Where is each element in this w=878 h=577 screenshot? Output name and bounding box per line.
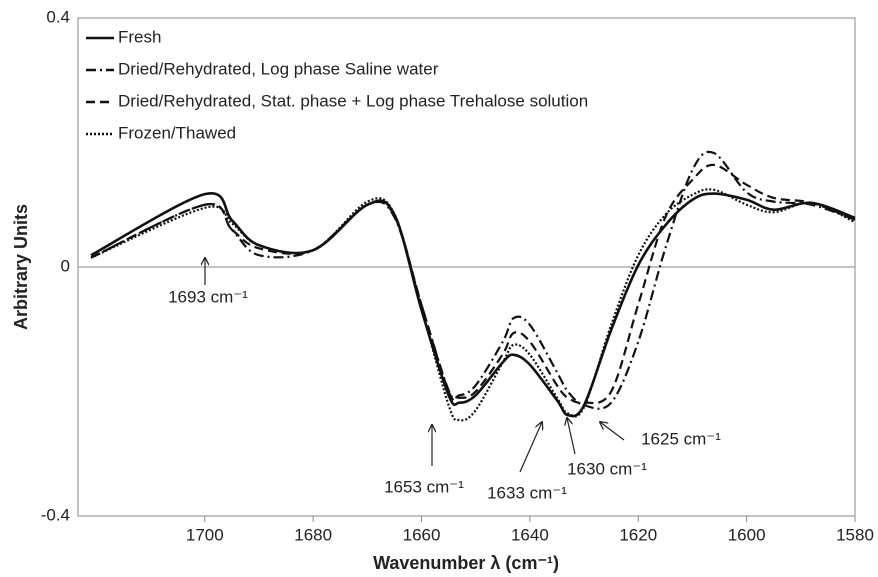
- y-tick-label: 0.4: [46, 7, 70, 26]
- y-axis-title: Arbitrary Units: [11, 204, 31, 330]
- annotation: 1630 cm⁻¹: [567, 459, 647, 478]
- x-tick-label: 1660: [403, 525, 441, 544]
- annotation-arrow: [519, 422, 542, 473]
- annotation: 1653 cm⁻¹: [384, 477, 464, 496]
- y-tick-label: -0.4: [41, 505, 70, 524]
- x-axis-title: Wavenumber λ (cm⁻¹): [373, 553, 559, 573]
- legend-label: Dried/Rehydrated, Stat. phase + Log phas…: [118, 91, 588, 110]
- x-tick-label: 1680: [294, 525, 332, 544]
- annotation: 1625 cm⁻¹: [641, 429, 721, 448]
- annotation-arrow: [567, 418, 576, 455]
- legend-label: Frozen/Thawed: [118, 123, 236, 142]
- x-tick-label: 1600: [728, 525, 766, 544]
- series-line: [90, 163, 856, 405]
- x-tick-label: 1640: [511, 525, 549, 544]
- x-tick-label: 1700: [186, 525, 224, 544]
- series-line: [90, 188, 856, 422]
- annotation: 1693 cm⁻¹: [168, 287, 248, 306]
- x-tick-label: 1580: [836, 525, 874, 544]
- series-line: [90, 150, 856, 410]
- x-tick-label: 1620: [619, 525, 657, 544]
- legend-label: Fresh: [118, 27, 161, 46]
- annotation: 1633 cm⁻¹: [487, 483, 567, 502]
- annotation-arrow: [600, 422, 625, 441]
- legend-label: Dried/Rehydrated, Log phase Saline water: [118, 59, 439, 78]
- y-tick-label: 0: [61, 256, 70, 275]
